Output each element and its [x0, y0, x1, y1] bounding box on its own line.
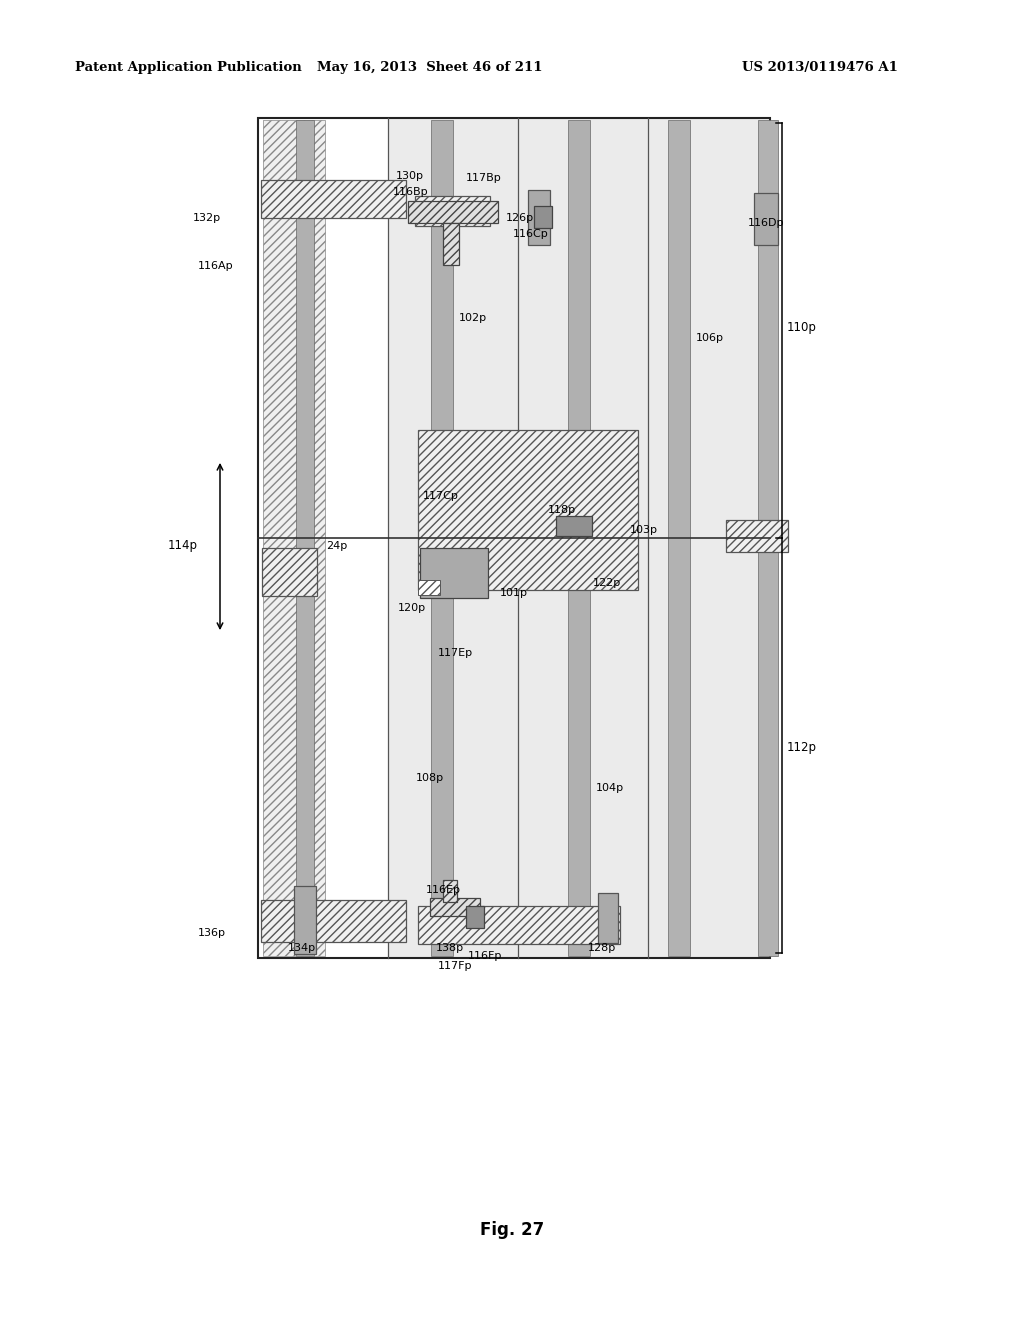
Bar: [388, 117, 518, 539]
Text: 122p: 122p: [593, 578, 622, 587]
Text: 103p: 103p: [630, 525, 658, 535]
Text: 118p: 118p: [548, 506, 577, 515]
Bar: [420, 548, 488, 598]
Text: 24p: 24p: [326, 541, 347, 550]
Bar: [418, 579, 440, 595]
Text: 106p: 106p: [696, 333, 724, 343]
Bar: [556, 516, 592, 536]
Text: 116Ep: 116Ep: [426, 884, 461, 895]
Text: 116Ap: 116Ap: [198, 261, 233, 271]
Text: 117Cp: 117Cp: [423, 491, 459, 502]
Text: 110p: 110p: [787, 322, 817, 334]
Text: 116Dp: 116Dp: [748, 218, 784, 228]
Text: 102p: 102p: [459, 313, 487, 323]
Bar: [518, 117, 648, 539]
Text: 138p: 138p: [436, 942, 464, 953]
Text: 114p: 114p: [168, 540, 198, 553]
Bar: [261, 180, 406, 218]
Bar: [261, 900, 406, 942]
Bar: [294, 886, 316, 954]
Bar: [534, 206, 552, 228]
Bar: [388, 539, 518, 958]
Bar: [431, 120, 453, 956]
Text: 116Fp: 116Fp: [468, 950, 503, 961]
Bar: [726, 520, 788, 552]
Text: 120p: 120p: [398, 603, 426, 612]
Text: 128p: 128p: [588, 942, 616, 953]
Bar: [296, 120, 314, 956]
Bar: [443, 223, 459, 265]
Bar: [518, 539, 648, 958]
Bar: [668, 120, 690, 956]
Text: 117Ep: 117Ep: [438, 648, 473, 657]
Text: 108p: 108p: [416, 774, 444, 783]
Bar: [568, 120, 590, 956]
Text: 116Bp: 116Bp: [393, 187, 429, 197]
Bar: [758, 120, 778, 956]
Bar: [648, 539, 770, 958]
Bar: [466, 906, 484, 928]
Text: US 2013/0119476 A1: US 2013/0119476 A1: [742, 62, 898, 74]
Text: 134p: 134p: [288, 942, 316, 953]
Bar: [408, 201, 498, 223]
Bar: [418, 430, 638, 590]
Bar: [443, 880, 457, 902]
Bar: [648, 117, 770, 539]
Text: 132p: 132p: [193, 213, 221, 223]
Text: 130p: 130p: [396, 172, 424, 181]
Bar: [418, 906, 620, 944]
Text: 104p: 104p: [596, 783, 624, 793]
Text: 112p: 112p: [787, 742, 817, 755]
Text: 136p: 136p: [198, 928, 226, 939]
Bar: [258, 117, 770, 958]
Bar: [415, 195, 490, 226]
Bar: [598, 894, 618, 942]
Text: Patent Application Publication: Patent Application Publication: [75, 62, 302, 74]
Text: 126p: 126p: [506, 213, 535, 223]
Bar: [528, 190, 550, 246]
Text: Fig. 27: Fig. 27: [480, 1221, 544, 1239]
Bar: [754, 193, 778, 246]
Text: 117Bp: 117Bp: [466, 173, 502, 183]
Text: May 16, 2013  Sheet 46 of 211: May 16, 2013 Sheet 46 of 211: [317, 62, 543, 74]
Bar: [262, 548, 317, 597]
Bar: [430, 898, 480, 916]
Text: 101p: 101p: [500, 587, 528, 598]
Bar: [263, 120, 325, 956]
Text: 116Cp: 116Cp: [513, 228, 549, 239]
Text: 117Fp: 117Fp: [438, 961, 472, 972]
